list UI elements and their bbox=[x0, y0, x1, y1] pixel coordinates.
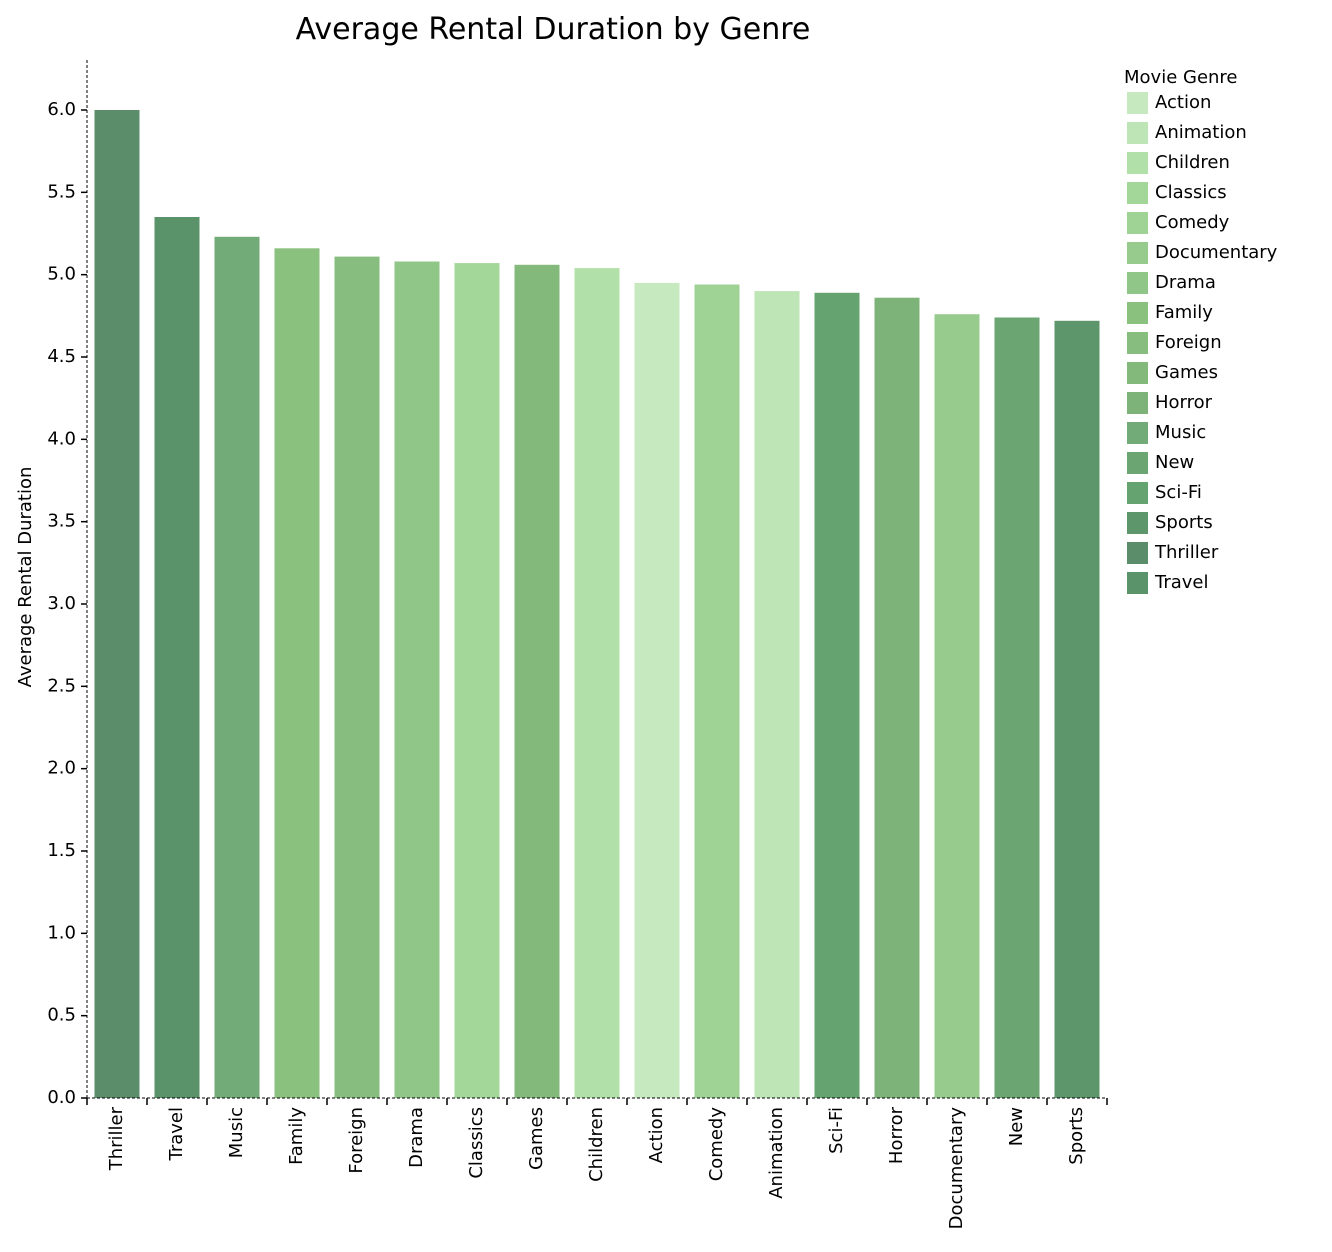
x-tick-label: Sci-Fi bbox=[826, 1107, 847, 1154]
x-tick-label: Children bbox=[586, 1107, 607, 1182]
x-tick-label: Thriller bbox=[106, 1106, 127, 1171]
bar-foreign bbox=[334, 256, 380, 1099]
legend-label: Games bbox=[1155, 362, 1218, 383]
y-tick-label: 2.0 bbox=[47, 758, 76, 779]
legend-label: New bbox=[1155, 452, 1194, 473]
bar-drama bbox=[394, 261, 440, 1098]
bar-new bbox=[994, 317, 1040, 1098]
bar-sci-fi bbox=[814, 292, 860, 1098]
chart-title: Average Rental Duration by Genre bbox=[296, 12, 811, 47]
y-tick-label: 0.0 bbox=[47, 1087, 76, 1108]
legend-label: Action bbox=[1155, 92, 1211, 113]
y-tick-label: 5.5 bbox=[47, 181, 76, 202]
legend-swatch bbox=[1127, 272, 1148, 294]
y-tick-label: 3.0 bbox=[47, 593, 76, 614]
y-tick-label: 6.0 bbox=[47, 99, 76, 120]
y-axis-label: Average Rental Duration bbox=[15, 467, 36, 688]
bar-games bbox=[514, 264, 560, 1098]
x-tick-label: Animation bbox=[766, 1107, 787, 1199]
bar-thriller bbox=[94, 110, 140, 1098]
legend-label: Classics bbox=[1155, 182, 1227, 203]
legend-label: Comedy bbox=[1155, 212, 1230, 233]
y-tick-label: 0.5 bbox=[47, 1005, 76, 1026]
x-tick-label: New bbox=[1006, 1107, 1027, 1146]
x-tick-label: Horror bbox=[886, 1106, 907, 1164]
bar-children bbox=[574, 268, 620, 1099]
legend-swatch bbox=[1127, 302, 1148, 324]
legend-swatch bbox=[1127, 182, 1148, 204]
legend-label: Children bbox=[1155, 152, 1230, 173]
legend-title: Movie Genre bbox=[1124, 67, 1238, 88]
legend-swatch bbox=[1127, 332, 1148, 354]
legend-swatch bbox=[1127, 482, 1148, 504]
bar-comedy bbox=[694, 284, 740, 1098]
legend-label: Foreign bbox=[1155, 332, 1222, 353]
legend-swatch bbox=[1127, 242, 1148, 264]
x-tick-label: Drama bbox=[406, 1107, 427, 1168]
y-tick-label: 4.5 bbox=[47, 346, 76, 367]
legend-label: Travel bbox=[1154, 572, 1209, 593]
y-tick-label: 2.5 bbox=[47, 675, 76, 696]
legend-swatch bbox=[1127, 572, 1148, 594]
bar-horror bbox=[874, 297, 920, 1098]
bar-documentary bbox=[934, 314, 980, 1098]
legend-swatch bbox=[1127, 212, 1148, 234]
y-tick-label: 3.5 bbox=[47, 511, 76, 532]
bar-action bbox=[634, 282, 680, 1098]
legend-swatch bbox=[1127, 92, 1148, 114]
y-tick-label: 1.5 bbox=[47, 840, 76, 861]
legend-swatch bbox=[1127, 452, 1148, 474]
legend-label: Music bbox=[1155, 422, 1206, 443]
legend-label: Sci-Fi bbox=[1155, 482, 1202, 503]
bar-music bbox=[214, 236, 260, 1099]
legend-label: Sports bbox=[1155, 512, 1213, 533]
legend-swatch bbox=[1127, 362, 1148, 384]
legend-label: Animation bbox=[1155, 122, 1247, 143]
legend-swatch bbox=[1127, 152, 1148, 174]
bar-sports bbox=[1054, 320, 1100, 1098]
bar-animation bbox=[754, 291, 800, 1099]
x-tick-label: Music bbox=[226, 1107, 247, 1158]
legend-swatch bbox=[1127, 542, 1148, 564]
x-tick-label: Documentary bbox=[946, 1107, 967, 1230]
y-tick-label: 4.0 bbox=[47, 428, 76, 449]
x-tick-label: Family bbox=[286, 1107, 307, 1165]
x-tick-label: Foreign bbox=[346, 1107, 367, 1174]
y-tick-label: 1.0 bbox=[47, 922, 76, 943]
x-tick-label: Action bbox=[646, 1107, 667, 1163]
x-tick-label: Classics bbox=[466, 1107, 487, 1179]
y-tick-label: 5.0 bbox=[47, 264, 76, 285]
legend-swatch bbox=[1127, 512, 1148, 534]
bar-classics bbox=[454, 263, 500, 1099]
legend-label: Horror bbox=[1155, 392, 1213, 413]
legend-swatch bbox=[1127, 392, 1148, 414]
x-tick-label: Comedy bbox=[706, 1107, 727, 1182]
x-tick-label: Sports bbox=[1066, 1107, 1087, 1165]
bar-family bbox=[274, 248, 320, 1099]
bar-travel bbox=[154, 217, 200, 1098]
legend-label: Drama bbox=[1155, 272, 1216, 293]
x-tick-label: Games bbox=[526, 1107, 547, 1170]
legend-swatch bbox=[1127, 422, 1148, 444]
legend-swatch bbox=[1127, 122, 1148, 144]
legend-label: Documentary bbox=[1155, 242, 1278, 263]
x-tick-label: Travel bbox=[166, 1107, 187, 1162]
legend-label: Thriller bbox=[1154, 542, 1219, 563]
legend-label: Family bbox=[1155, 302, 1213, 323]
